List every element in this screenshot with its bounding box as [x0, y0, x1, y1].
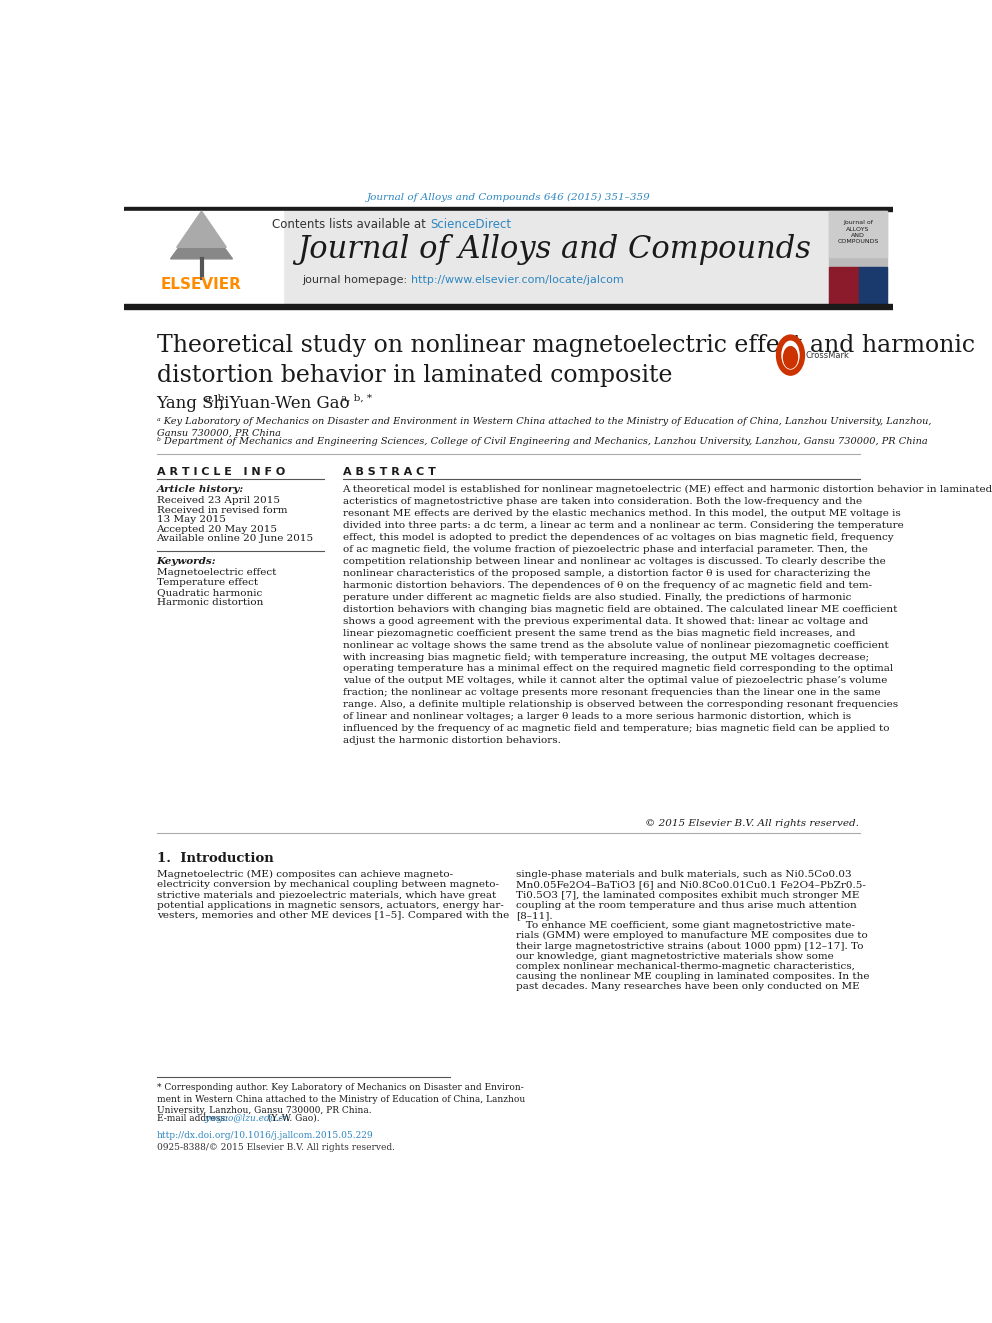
Bar: [829, 266, 859, 303]
Text: © 2015 Elsevier B.V. All rights reserved.: © 2015 Elsevier B.V. All rights reserved…: [645, 819, 859, 828]
Text: Journal of
ALLOYS
AND
COMPOUNDS: Journal of ALLOYS AND COMPOUNDS: [837, 221, 879, 243]
Text: Ti0.5O3 [7], the laminated composites exhibit much stronger ME: Ti0.5O3 [7], the laminated composites ex…: [516, 890, 859, 900]
Text: a, b: a, b: [204, 394, 224, 402]
Text: Contents lists available at: Contents lists available at: [273, 218, 431, 230]
Text: their large magnetostrictive strains (about 1000 ppm) [12–17]. To: their large magnetostrictive strains (ab…: [516, 942, 864, 950]
Text: [8–11].: [8–11].: [516, 912, 553, 919]
Text: , Yuan-Wen Gao: , Yuan-Wen Gao: [218, 396, 349, 413]
Text: Magnetoelectric (ME) composites can achieve magneto-: Magnetoelectric (ME) composites can achi…: [157, 871, 452, 880]
Text: Temperature effect: Temperature effect: [157, 578, 258, 586]
Text: causing the nonlinear ME coupling in laminated composites. In the: causing the nonlinear ME coupling in lam…: [516, 972, 870, 980]
Text: Mn0.05Fe2O4–BaTiO3 [6] and Ni0.8Co0.01Cu0.1 Fe2O4–PbZr0.5-: Mn0.05Fe2O4–BaTiO3 [6] and Ni0.8Co0.01Cu…: [516, 880, 866, 889]
Text: vesters, memories and other ME devices [1–5]. Compared with the: vesters, memories and other ME devices […: [157, 912, 509, 919]
Text: A R T I C L E   I N F O: A R T I C L E I N F O: [157, 467, 285, 476]
Text: 1.  Introduction: 1. Introduction: [157, 852, 274, 865]
Text: ScienceDirect: ScienceDirect: [431, 218, 511, 230]
Text: Accepted 20 May 2015: Accepted 20 May 2015: [157, 524, 278, 533]
Text: Article history:: Article history:: [157, 486, 244, 495]
Text: ᵃ Key Laboratory of Mechanics on Disaster and Environment in Western China attac: ᵃ Key Laboratory of Mechanics on Disaste…: [157, 417, 931, 438]
Text: electricity conversion by mechanical coupling between magneto-: electricity conversion by mechanical cou…: [157, 880, 499, 889]
Text: 13 May 2015: 13 May 2015: [157, 515, 225, 524]
Text: 0925-8388/© 2015 Elsevier B.V. All rights reserved.: 0925-8388/© 2015 Elsevier B.V. All right…: [157, 1143, 395, 1152]
Bar: [829, 212, 888, 303]
Text: strictive materials and piezoelectric materials, which have great: strictive materials and piezoelectric ma…: [157, 890, 496, 900]
Text: (Y.-W. Gao).: (Y.-W. Gao).: [265, 1114, 319, 1122]
Bar: [124, 303, 893, 308]
Text: complex nonlinear mechanical-thermo-magnetic characteristics,: complex nonlinear mechanical-thermo-magn…: [516, 962, 855, 971]
Text: Yang Shi: Yang Shi: [157, 396, 230, 413]
Text: Keywords:: Keywords:: [157, 557, 216, 566]
Bar: [124, 212, 283, 303]
Text: * Corresponding author. Key Laboratory of Mechanics on Disaster and Environ-
men: * Corresponding author. Key Laboratory o…: [157, 1082, 525, 1115]
Bar: [124, 206, 893, 212]
Text: single-phase materials and bulk materials, such as Ni0.5Co0.03: single-phase materials and bulk material…: [516, 871, 852, 880]
Text: Available online 20 June 2015: Available online 20 June 2015: [157, 533, 313, 542]
Text: A B S T R A C T: A B S T R A C T: [342, 467, 435, 476]
Polygon shape: [177, 212, 226, 247]
Ellipse shape: [777, 335, 805, 376]
Text: Magnetoelectric effect: Magnetoelectric effect: [157, 568, 276, 577]
Text: rials (GMM) were employed to manufacture ME composites due to: rials (GMM) were employed to manufacture…: [516, 931, 868, 941]
Polygon shape: [171, 217, 232, 259]
Text: Harmonic distortion: Harmonic distortion: [157, 598, 263, 607]
Text: http://dx.doi.org/10.1016/j.jallcom.2015.05.229: http://dx.doi.org/10.1016/j.jallcom.2015…: [157, 1130, 373, 1139]
Ellipse shape: [782, 341, 799, 369]
Text: Theoretical study on nonlinear magnetoelectric effect and harmonic
distortion be: Theoretical study on nonlinear magnetoel…: [157, 335, 974, 386]
Text: ᵇ Department of Mechanics and Engineering Sciences, College of Civil Engineering: ᵇ Department of Mechanics and Engineerin…: [157, 438, 928, 446]
Text: our knowledge, giant magnetostrictive materials show some: our knowledge, giant magnetostrictive ma…: [516, 951, 834, 960]
Ellipse shape: [784, 347, 798, 368]
Text: a, b, *: a, b, *: [341, 394, 372, 402]
Text: ywgao@lzu.edu.cn: ywgao@lzu.edu.cn: [204, 1114, 290, 1122]
Text: CrossMark: CrossMark: [806, 351, 850, 360]
Text: To enhance ME coefficient, some giant magnetostrictive mate-: To enhance ME coefficient, some giant ma…: [516, 921, 855, 930]
Text: Quadratic harmonic: Quadratic harmonic: [157, 587, 262, 597]
Text: Journal of Alloys and Compounds 646 (2015) 351–359: Journal of Alloys and Compounds 646 (201…: [366, 193, 651, 202]
Text: ELSEVIER: ELSEVIER: [161, 277, 242, 292]
Text: Journal of Alloys and Compounds: Journal of Alloys and Compounds: [298, 234, 811, 265]
Text: Received 23 April 2015: Received 23 April 2015: [157, 496, 280, 505]
Text: coupling at the room temperature and thus arise much attention: coupling at the room temperature and thu…: [516, 901, 857, 910]
Text: journal homepage:: journal homepage:: [303, 275, 411, 286]
Text: potential applications in magnetic sensors, actuators, energy har-: potential applications in magnetic senso…: [157, 901, 503, 910]
Text: Received in revised form: Received in revised form: [157, 505, 287, 515]
Text: E-mail address:: E-mail address:: [157, 1114, 230, 1122]
Text: http://www.elsevier.com/locate/jalcom: http://www.elsevier.com/locate/jalcom: [411, 275, 624, 286]
Text: A theoretical model is established for nonlinear magnetoelectric (ME) effect and: A theoretical model is established for n…: [342, 486, 992, 745]
Text: past decades. Many researches have been only conducted on ME: past decades. Many researches have been …: [516, 982, 860, 991]
Bar: [829, 212, 888, 257]
Bar: [859, 266, 888, 303]
Bar: [283, 212, 829, 303]
